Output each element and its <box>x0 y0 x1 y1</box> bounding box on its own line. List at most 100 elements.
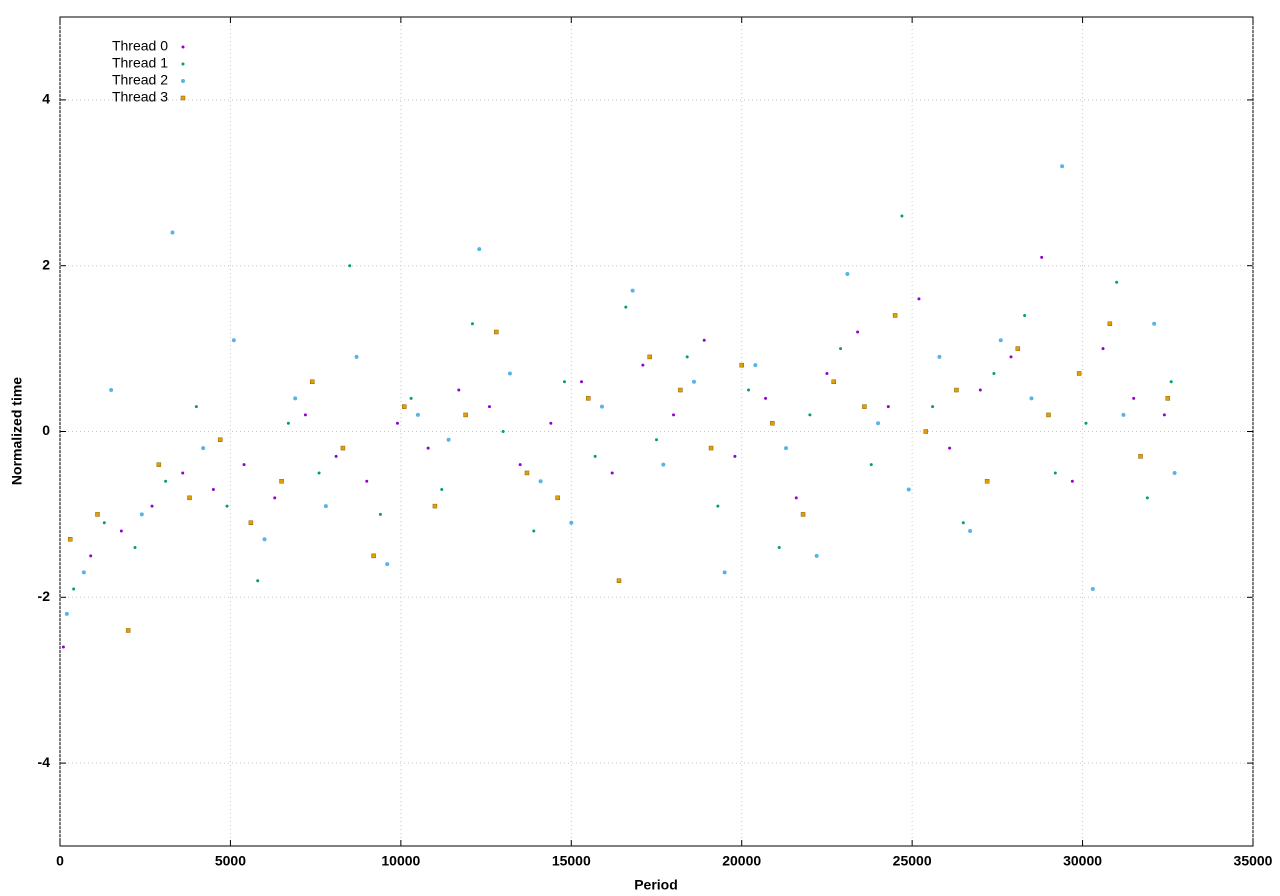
point <box>1107 321 1113 326</box>
point <box>610 471 614 475</box>
point <box>201 446 206 451</box>
point <box>133 546 137 550</box>
point <box>777 546 781 550</box>
point <box>1046 412 1051 418</box>
point <box>562 380 566 384</box>
point <box>1169 380 1173 384</box>
point <box>487 405 491 409</box>
point <box>457 388 461 392</box>
point <box>1138 454 1143 459</box>
x-tick-label: 5000 <box>215 853 246 869</box>
point <box>998 338 1003 343</box>
point <box>1115 280 1119 284</box>
point <box>961 521 965 525</box>
point <box>518 463 522 467</box>
point <box>1070 479 1074 483</box>
point <box>1165 396 1171 401</box>
point <box>409 396 413 400</box>
y-tick-label: 2 <box>42 256 50 272</box>
point <box>593 454 597 458</box>
y-tick-label: 4 <box>42 91 50 107</box>
point <box>242 463 246 467</box>
point <box>470 322 474 326</box>
legend-marker <box>181 62 185 66</box>
x-tick-label: 20000 <box>722 853 761 869</box>
point <box>984 478 990 484</box>
point <box>194 405 198 409</box>
point <box>862 404 867 409</box>
x-tick-label: 25000 <box>893 853 932 869</box>
y-tick-label: 0 <box>42 422 50 438</box>
point <box>1121 412 1126 417</box>
point <box>150 504 154 508</box>
y-tick-label: -2 <box>38 588 51 604</box>
point <box>876 421 881 426</box>
point <box>89 554 93 558</box>
point <box>507 371 512 376</box>
point <box>378 512 382 516</box>
point <box>109 388 114 393</box>
point <box>125 628 131 633</box>
point <box>348 264 352 268</box>
point <box>164 479 168 483</box>
y-tick-label: -4 <box>38 754 51 770</box>
point <box>954 387 959 393</box>
x-tick-label: 15000 <box>552 853 591 869</box>
point <box>402 404 407 409</box>
point <box>1060 164 1065 169</box>
point <box>1084 421 1088 425</box>
point <box>446 437 451 442</box>
point <box>532 529 536 533</box>
point <box>770 420 775 426</box>
point <box>616 578 622 583</box>
point <box>1101 347 1105 351</box>
point <box>67 537 73 542</box>
point <box>395 421 399 425</box>
point <box>61 645 65 649</box>
point <box>170 230 175 235</box>
point <box>1162 413 1166 417</box>
point <box>494 329 499 335</box>
x-tick-label: 0 <box>56 853 64 869</box>
point <box>524 470 530 476</box>
point <box>647 354 652 360</box>
point <box>906 487 911 492</box>
point <box>211 488 215 492</box>
point <box>323 504 328 509</box>
point <box>624 305 628 309</box>
point <box>586 396 591 401</box>
legend-marker <box>181 45 185 49</box>
point <box>599 404 604 409</box>
point <box>630 288 635 293</box>
point <box>293 396 298 401</box>
point <box>825 371 829 375</box>
point <box>303 413 307 417</box>
point <box>1023 313 1027 317</box>
point <box>747 388 751 392</box>
point <box>845 271 850 276</box>
legend-marker <box>181 79 185 83</box>
point <box>385 562 390 567</box>
x-tick-label: 35000 <box>1234 853 1273 869</box>
point <box>685 355 689 359</box>
point <box>64 611 69 616</box>
point <box>794 496 798 500</box>
point <box>856 330 860 334</box>
point <box>900 214 904 218</box>
legend-marker <box>180 95 186 101</box>
point <box>1132 396 1136 400</box>
point <box>432 503 438 509</box>
point <box>722 570 727 575</box>
point <box>1145 496 1149 500</box>
point <box>256 579 260 583</box>
point <box>187 495 192 501</box>
point <box>831 379 836 385</box>
point <box>102 521 106 525</box>
point <box>931 405 935 409</box>
point <box>702 338 706 342</box>
point <box>1053 471 1057 475</box>
point <box>181 471 185 475</box>
point <box>948 446 952 450</box>
point <box>231 338 236 343</box>
